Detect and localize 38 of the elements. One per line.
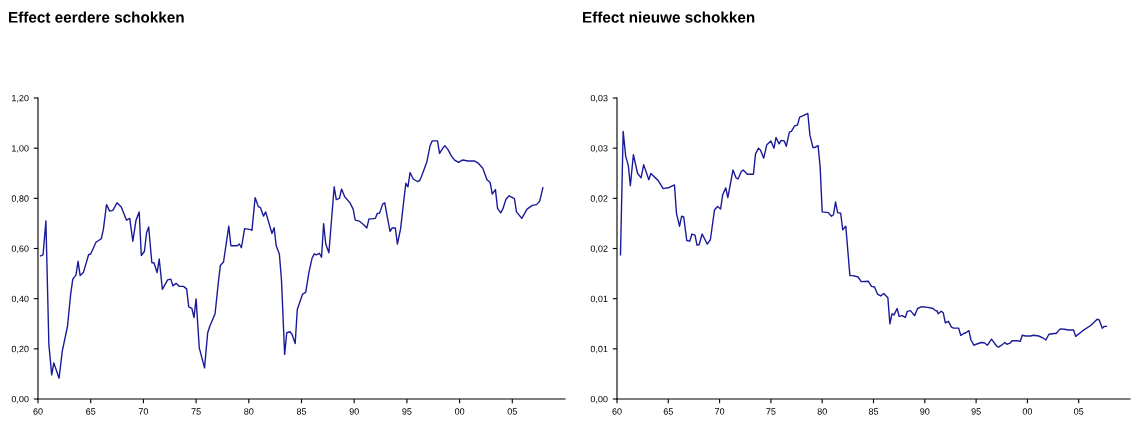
x-tick-label: 75 [766,408,776,415]
line-series [39,140,544,379]
x-tick-label: 80 [817,408,827,415]
line-series [619,112,1108,348]
x-tick-label: 60 [612,408,622,415]
y-tick-label: 0,40 [11,295,29,304]
x-tick-label: 65 [86,408,96,415]
x-tick-label: 65 [663,408,673,415]
x-tick-label: 75 [191,408,201,415]
chart-title: Effect eerdere schokken [9,11,184,23]
x-tick-label: 95 [971,408,981,415]
x-tick-label: 85 [868,408,879,415]
x-tick-label: 90 [920,408,930,415]
y-tick-label: 0,00 [590,395,608,404]
x-tick-label: 70 [138,408,149,415]
y-tick-label: 0,20 [11,345,29,354]
x-tick-label: 90 [349,408,359,415]
x-tick-label: 00 [454,408,465,415]
y-tick-label: 0,80 [11,195,29,203]
y-tick-label: 0,03 [590,94,608,103]
y-tick-label: 1,20 [12,94,29,103]
x-tick-label: 60 [33,408,43,415]
y-tick-label: 0,01 [590,295,608,304]
chart-title: Effect nieuwe schokken [583,11,755,23]
x-tick-label: 95 [402,408,412,415]
x-tick-label: 80 [244,408,254,415]
x-tick-label: 05 [1074,408,1084,415]
y-tick-label: 0,60 [11,245,29,253]
y-tick-label: 0,00 [11,395,29,404]
y-tick-label: 0,02 [590,195,608,203]
x-tick-label: 85 [296,408,307,415]
y-tick-label: 0,02 [590,245,608,253]
x-tick-label: 05 [507,408,517,415]
y-tick-label: 1,00 [12,145,29,153]
x-tick-label: 70 [715,408,725,415]
x-tick-label: 00 [1022,408,1033,415]
y-tick-label: 0,01 [590,345,608,354]
y-tick-label: 0,03 [590,145,608,153]
